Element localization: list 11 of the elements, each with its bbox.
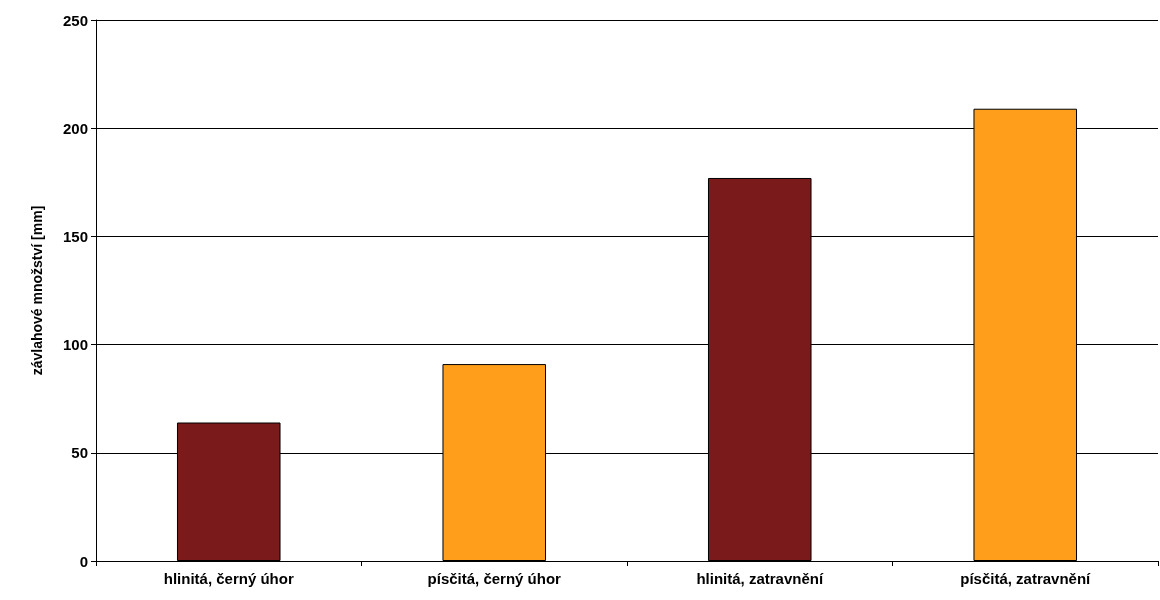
x-tick-label: písčitá, zatravnění bbox=[960, 570, 1092, 587]
y-tick-label: 0 bbox=[79, 552, 88, 570]
y-axis-title: závlahové množství [mm] bbox=[29, 205, 45, 376]
x-tick-label: hlinitá, černý úhor bbox=[163, 570, 294, 587]
y-tick-label: 100 bbox=[62, 336, 88, 354]
y-tick-label: 50 bbox=[71, 444, 88, 462]
x-tick-label: hlinitá, zatravnění bbox=[696, 570, 824, 587]
y-tick-label: 200 bbox=[62, 119, 88, 137]
y-tick-label: 250 bbox=[62, 11, 88, 29]
x-tick-label: písčitá, černý úhor bbox=[427, 570, 562, 587]
y-tick-label: 150 bbox=[62, 227, 88, 245]
